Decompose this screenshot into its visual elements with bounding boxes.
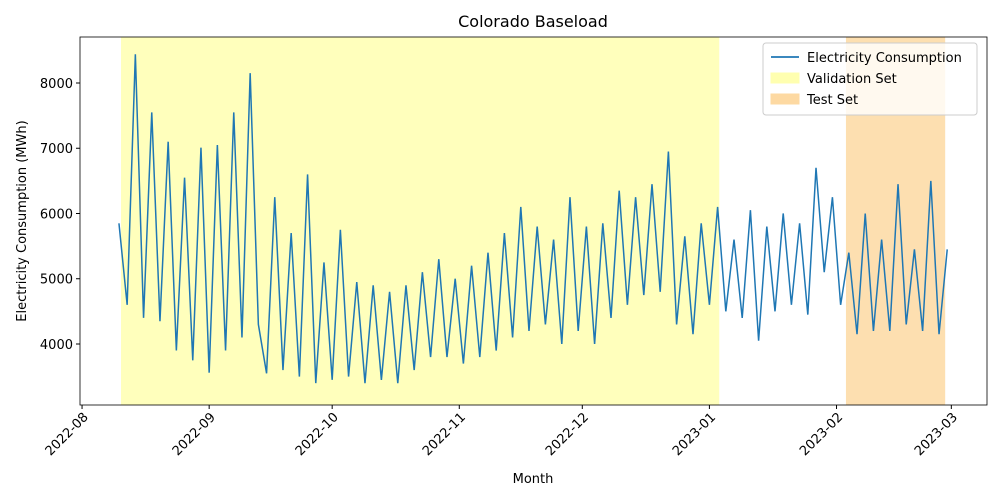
chart-title: Colorado Baseload	[458, 12, 608, 31]
y-tick-label: 4000	[40, 338, 73, 353]
x-tick-label: 2022-12	[543, 410, 592, 459]
y-tick-label: 6000	[40, 207, 73, 222]
x-tick-label: 2023-03	[912, 410, 961, 459]
y-tick-label: 7000	[40, 142, 73, 157]
x-tick-label: 2022-10	[293, 410, 342, 459]
legend-swatch	[770, 72, 800, 84]
plot-frame	[79, 36, 988, 406]
y-axis-label: Electricity Consumption (MWh)	[15, 120, 30, 321]
x-tick-label: 2022-09	[170, 410, 219, 459]
y-tick-label: 5000	[40, 273, 73, 288]
legend	[762, 42, 978, 116]
legend-label: Test Set	[806, 93, 858, 108]
x-tick-label: 2023-02	[797, 410, 846, 459]
y-tick-label: 8000	[40, 77, 73, 92]
region	[121, 37, 720, 405]
legend-label: Electricity Consumption	[807, 51, 962, 66]
x-tick-label: 2022-08	[43, 410, 92, 459]
x-tick-label: 2023-01	[670, 410, 719, 459]
legend-label: Validation Set	[807, 72, 897, 87]
x-tick-label: 2022-11	[420, 410, 469, 459]
x-axis-label: Month	[513, 472, 554, 487]
legend-swatch	[770, 93, 800, 105]
line	[118, 54, 948, 384]
